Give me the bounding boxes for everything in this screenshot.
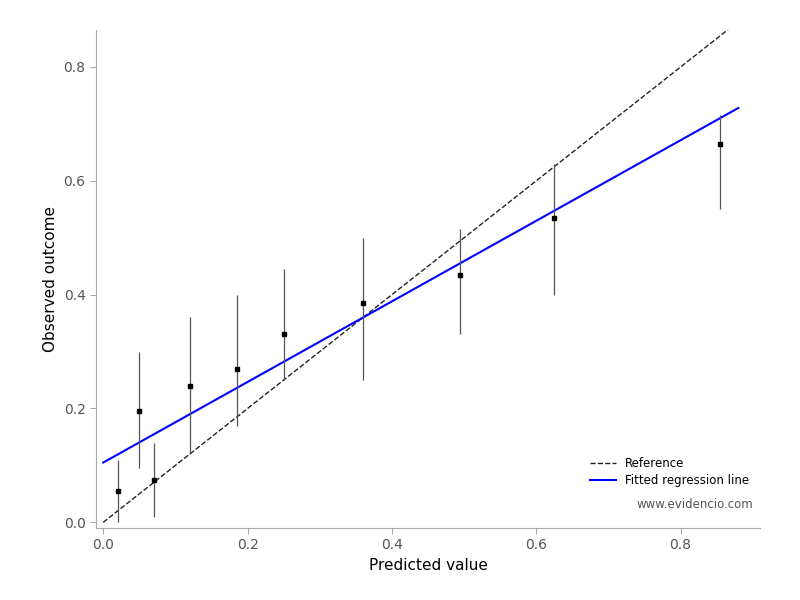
Y-axis label: Observed outcome: Observed outcome bbox=[43, 206, 58, 352]
X-axis label: Predicted value: Predicted value bbox=[369, 558, 487, 573]
Text: www.evidencio.com: www.evidencio.com bbox=[637, 497, 754, 511]
Legend: Reference, Fitted regression line: Reference, Fitted regression line bbox=[585, 452, 754, 492]
